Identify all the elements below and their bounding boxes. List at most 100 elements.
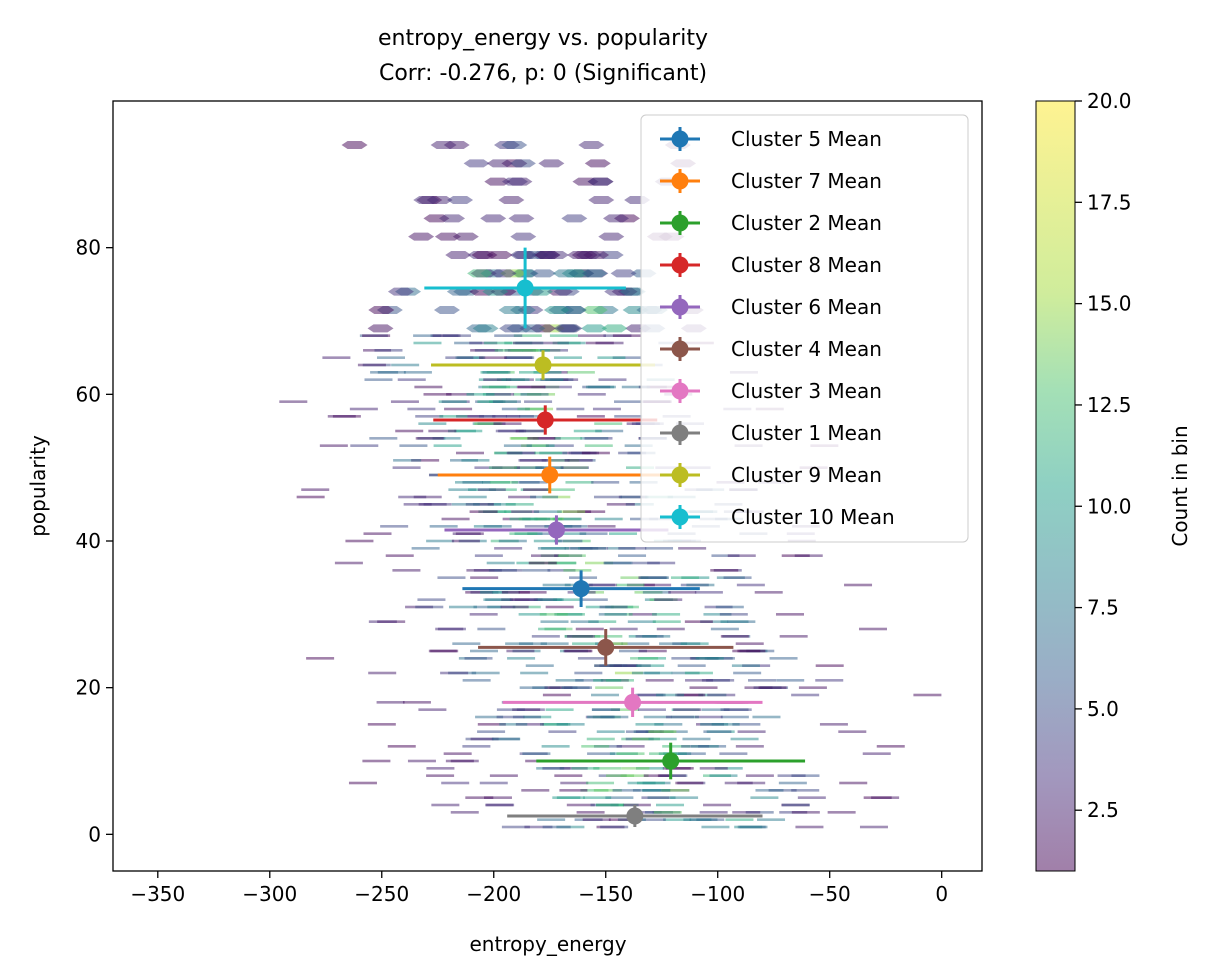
hexbin-cell: [334, 561, 363, 565]
hexbin-cell: [577, 657, 606, 660]
hexbin-cell: [472, 324, 499, 333]
hexbin-cell: [511, 510, 540, 513]
hexbin-cell: [587, 525, 616, 528]
hexbin-cell: [506, 356, 535, 359]
hexbin-cell: [492, 415, 521, 418]
hexbin-cell: [548, 730, 577, 733]
hexbin-cell: [699, 811, 728, 814]
hexbin-cell: [391, 363, 420, 367]
hexbin-cell: [484, 177, 511, 186]
hexbin-cell: [523, 488, 552, 491]
mean-point: [572, 580, 590, 598]
hexbin-cell: [543, 306, 570, 314]
hexbin-cell: [398, 495, 427, 499]
hexbin-cell: [612, 356, 641, 359]
hexbin-cell: [415, 605, 444, 609]
hexbin-cell: [552, 517, 581, 521]
hexbin-cell: [531, 635, 560, 638]
legend-entry-3: Cluster 2 Mean: [660, 211, 882, 235]
hexbin-cell: [545, 605, 574, 609]
hexbin-cell: [505, 503, 534, 506]
hexbin-cell: [622, 803, 651, 807]
hexbin-cell: [585, 561, 614, 565]
hexbin-cell: [477, 488, 506, 491]
hexbin-cell: [584, 159, 611, 168]
hexbin-cell: [579, 598, 608, 601]
hexbin-cell: [649, 752, 678, 755]
hexbin-cell: [581, 306, 608, 314]
hexbin-cell: [542, 693, 571, 697]
hexbin-cell: [431, 803, 460, 807]
hexbin-cell: [643, 583, 672, 587]
hexbin-cell: [815, 679, 844, 682]
hexbin-cell: [435, 627, 464, 631]
hexbin-cell: [642, 591, 671, 594]
hexbin-cell: [643, 715, 672, 719]
hexbin-cell: [715, 605, 744, 609]
hexbin-cell: [509, 251, 536, 259]
hexbin-cell: [683, 818, 712, 821]
hexbin-cell: [618, 547, 647, 550]
cluster-mean-2: [437, 456, 662, 494]
hexbin-cell: [439, 415, 468, 418]
hexbin-cell: [839, 781, 868, 785]
hexbin-cell: [621, 767, 650, 770]
hexbin-cell: [426, 767, 455, 770]
hexbin-cell: [423, 393, 452, 396]
hexbin-cell: [535, 378, 564, 381]
hexbin-cell: [322, 356, 351, 359]
hexbin-cell: [827, 811, 856, 814]
hexbin-cell: [599, 605, 628, 609]
legend-entry-8: Cluster 1 Mean: [660, 421, 882, 445]
hexbin-cell: [537, 547, 566, 550]
hexbin-cell: [399, 444, 428, 447]
hexbin-cell: [540, 642, 569, 645]
hexbin-cell: [594, 635, 623, 638]
y-tick-label: 20: [76, 676, 101, 700]
colorbar-tick-label: 17.5: [1087, 190, 1132, 214]
hexbin-cell: [446, 393, 475, 396]
hexbin-cell: [608, 818, 637, 821]
hexbin-cell: [681, 745, 710, 748]
hexbin-cell: [362, 759, 391, 763]
hexbin-cell: [605, 796, 634, 799]
hexbin-cell: [795, 825, 824, 829]
hexbin-cell: [483, 796, 512, 799]
hexbin-cell: [402, 701, 431, 704]
hexbin-cell: [519, 481, 548, 484]
hexbin-cell: [582, 818, 611, 821]
hexbin-cell: [539, 613, 568, 616]
hexbin-cell: [509, 159, 536, 168]
hexbin-cell: [566, 803, 595, 807]
hexbin-cell: [498, 196, 525, 204]
hexbin-cell: [677, 664, 706, 667]
hexbin-cell: [565, 481, 594, 484]
hexbin-cell: [482, 287, 509, 296]
hexbin-cell: [515, 723, 544, 726]
legend-entry-9: Cluster 9 Mean: [660, 463, 882, 487]
hexbin-cell: [591, 693, 620, 697]
hexbin-cell: [653, 811, 682, 814]
hexbin-cell: [518, 642, 547, 645]
hexbin-cell: [563, 686, 592, 689]
hexbin-cell: [319, 444, 348, 447]
colorbar-tick-label: 12.5: [1087, 393, 1132, 417]
hexbin-cell: [725, 818, 754, 821]
hexbin-cell: [707, 693, 736, 697]
hexbin-cell: [540, 341, 569, 345]
hexbin-cell: [574, 671, 603, 675]
hexbin-cell: [714, 767, 743, 770]
hexbin-cell: [392, 569, 421, 572]
hexbin-cell: [791, 811, 820, 814]
hexbin-cell: [487, 503, 516, 506]
legend-entry-2: Cluster 7 Mean: [660, 169, 882, 193]
legend-label: Cluster 10 Mean: [731, 505, 895, 529]
hexbin-cell: [592, 407, 621, 411]
hexbin-cell: [493, 422, 522, 425]
mean-point: [624, 693, 642, 711]
hexbin-cell: [538, 159, 565, 168]
hexbin-cell: [542, 825, 571, 829]
hexbin-cell: [645, 679, 674, 682]
hexbin-cell: [474, 554, 503, 557]
